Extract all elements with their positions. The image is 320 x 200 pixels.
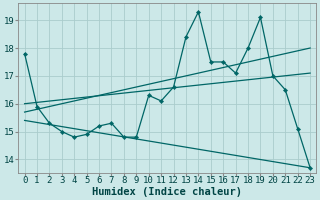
X-axis label: Humidex (Indice chaleur): Humidex (Indice chaleur) [92,186,242,197]
